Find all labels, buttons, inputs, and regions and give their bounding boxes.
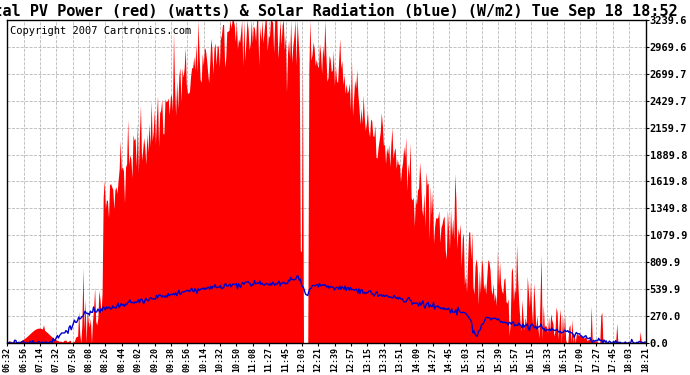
Title: Total PV Power (red) (watts) & Solar Radiation (blue) (W/m2) Tue Sep 18 18:52: Total PV Power (red) (watts) & Solar Rad… (0, 3, 678, 19)
Text: Copyright 2007 Cartronics.com: Copyright 2007 Cartronics.com (10, 26, 192, 36)
